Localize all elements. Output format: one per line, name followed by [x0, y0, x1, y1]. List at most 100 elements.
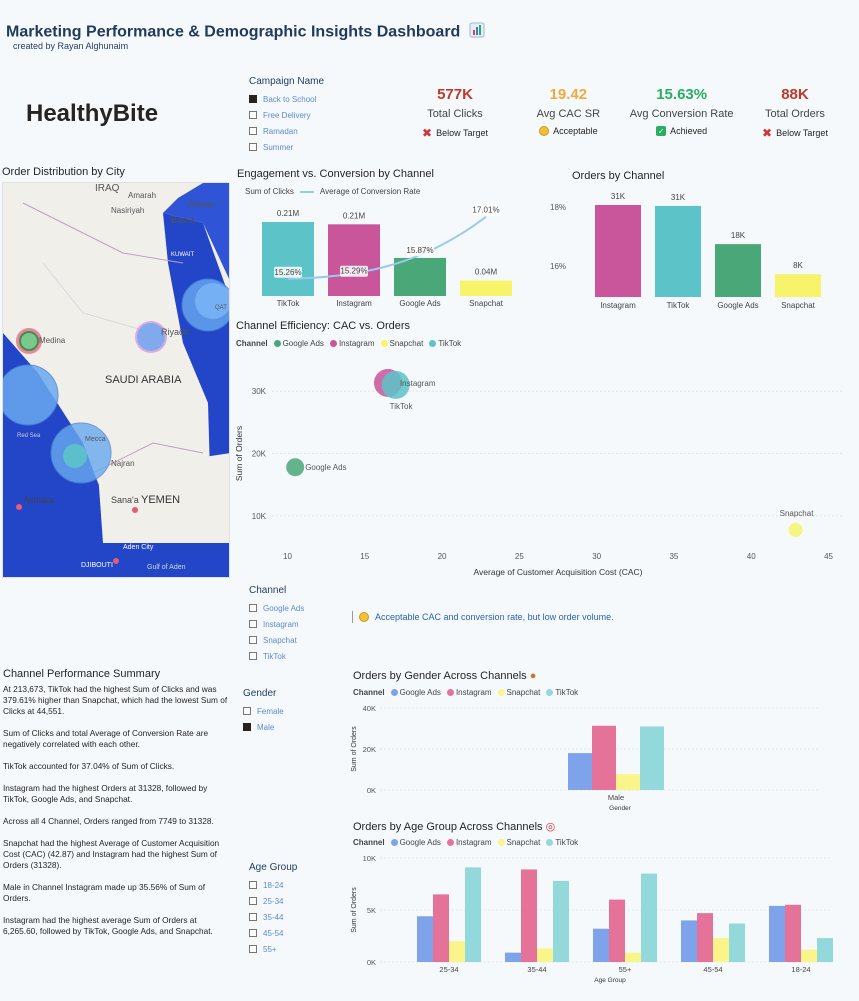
grouped-bar[interactable] — [697, 913, 713, 962]
map-label-nasiriyah: Nasiriyah — [111, 206, 144, 215]
engagement-bar[interactable] — [394, 257, 446, 296]
gender-option[interactable]: Female — [243, 703, 284, 719]
efficiency-scatter-chart[interactable]: 10K 20K 30K 10 15 20 25 30 35 40 45 Average of Cust… — [232, 352, 852, 580]
channel-option[interactable]: Snapchat — [249, 632, 304, 648]
grouped-bar[interactable] — [465, 867, 481, 962]
legend-item[interactable]: Snapchat — [497, 838, 540, 847]
gender-checkbox[interactable] — [243, 707, 251, 715]
grouped-bar[interactable] — [553, 880, 569, 962]
grouped-bar[interactable] — [681, 920, 697, 962]
channel-option-label: TikTok — [263, 651, 286, 661]
grouped-bar[interactable] — [417, 916, 433, 962]
campaign-checkbox[interactable] — [249, 127, 257, 135]
legend-item[interactable]: Snapchat — [380, 339, 423, 348]
legend-item[interactable]: Instagram — [329, 339, 375, 348]
grouped-bar[interactable] — [817, 938, 833, 962]
kpi-status-text: Below Target — [436, 128, 488, 138]
grouped-bar[interactable] — [609, 899, 625, 962]
age-option[interactable]: 55+ — [249, 941, 297, 957]
orders-bar[interactable] — [655, 205, 701, 297]
scatter-xtick: 25 — [515, 552, 524, 561]
channel-checkbox[interactable] — [249, 604, 257, 612]
grouped-bar[interactable] — [729, 923, 745, 962]
kpi-status-text: Below Target — [776, 128, 828, 138]
grouped-bar[interactable] — [713, 938, 729, 962]
campaign-option[interactable]: Summer — [249, 139, 324, 155]
orders-bar[interactable] — [775, 274, 821, 297]
scatter-point[interactable] — [788, 522, 803, 537]
age-checkbox[interactable] — [249, 945, 257, 953]
grouped-bar[interactable] — [592, 725, 616, 790]
gender-checkbox[interactable] — [243, 723, 251, 731]
orders-channel-chart[interactable]: 18% 16% 31K Instagram 31K TikTok 18K Google Ads… — [545, 185, 835, 312]
age-option[interactable]: 25-34 — [249, 893, 297, 909]
grouped-bar[interactable] — [616, 774, 640, 790]
legend-item[interactable]: Instagram — [446, 688, 492, 697]
orders-channel-title: Orders by Channel — [572, 170, 665, 182]
legend-item[interactable]: Google Ads — [390, 688, 441, 697]
grouped-bar[interactable] — [537, 948, 553, 962]
map-label-ahwaz: Ahwaz — [188, 199, 216, 209]
engagement-bar[interactable] — [460, 280, 512, 296]
legend-item[interactable]: Google Ads — [273, 339, 324, 348]
age-chart[interactable]: 10K 5K 0K Sum of Orders 25-34 35-44 55+ 45-54 18… — [350, 850, 840, 990]
orders-bar[interactable] — [715, 244, 761, 297]
legend-item[interactable]: TikTok — [546, 688, 578, 697]
grouped-bar[interactable] — [449, 941, 465, 962]
grouped-bar[interactable] — [801, 949, 817, 962]
age-checkbox[interactable] — [249, 913, 257, 921]
scatter-point[interactable] — [381, 370, 410, 399]
legend-item[interactable]: TikTok — [429, 339, 461, 348]
map-label-iraq: IRAQ — [95, 183, 120, 194]
grouped-bar[interactable] — [785, 904, 801, 962]
scatter-point[interactable] — [286, 458, 305, 477]
grouped-bar[interactable] — [505, 952, 521, 962]
city-map[interactable]: IRAQ Amarah Ahwaz Nasiriyah Basra KUWAIT… — [2, 182, 230, 578]
grouped-bar[interactable] — [769, 905, 785, 962]
grouped-bar[interactable] — [521, 869, 537, 962]
campaign-checkbox[interactable] — [249, 111, 257, 119]
gender-chart[interactable]: 40K 20K 0K Sum of Orders Male Gender — [350, 700, 830, 815]
age-checkbox[interactable] — [249, 929, 257, 937]
campaign-checkbox[interactable] — [249, 143, 257, 151]
age-option[interactable]: 35-44 — [249, 909, 297, 925]
grouped-bar[interactable] — [593, 928, 609, 962]
engagement-bar[interactable] — [262, 222, 314, 296]
grouped-bar[interactable] — [641, 873, 657, 962]
orders-category-label: TikTok — [667, 301, 691, 310]
insight-callout: Acceptable CAC and conversion rate, but … — [352, 611, 614, 623]
campaign-option[interactable]: Ramadan — [249, 123, 324, 139]
engagement-bar[interactable] — [328, 224, 380, 296]
grouped-bar[interactable] — [568, 753, 592, 790]
grouped-bar[interactable] — [640, 726, 664, 790]
age-option[interactable]: 45-54 — [249, 925, 297, 941]
channel-checkbox[interactable] — [249, 636, 257, 644]
campaign-option[interactable]: Back to School — [249, 91, 324, 107]
legend-item[interactable]: Instagram — [446, 838, 492, 847]
conversion-label-bg — [274, 266, 302, 278]
grouped-bar[interactable] — [433, 894, 449, 962]
grouped-bar[interactable] — [625, 952, 641, 962]
channel-checkbox[interactable] — [249, 620, 257, 628]
age-option-label: 18-24 — [263, 880, 284, 890]
legend-item[interactable]: Google Ads — [390, 838, 441, 847]
legend-item[interactable]: Snapchat — [497, 688, 540, 697]
channel-option[interactable]: Google Ads — [249, 600, 304, 616]
grouped-ytick: 0K — [367, 786, 376, 795]
age-checkbox[interactable] — [249, 897, 257, 905]
scatter-xtick: 40 — [747, 552, 756, 561]
orders-bar[interactable] — [595, 205, 641, 297]
campaign-checkbox[interactable] — [249, 95, 257, 103]
legend-item[interactable]: TikTok — [546, 838, 578, 847]
channel-checkbox[interactable] — [249, 652, 257, 660]
age-option[interactable]: 18-24 — [249, 877, 297, 893]
age-checkbox[interactable] — [249, 881, 257, 889]
campaign-option[interactable]: Free Delivery — [249, 107, 324, 123]
gender-option[interactable]: Male — [243, 719, 284, 735]
engagement-bar-label: 0.21M — [343, 211, 366, 220]
kpi-value: 577K — [437, 86, 473, 103]
channel-option[interactable]: TikTok — [249, 648, 304, 664]
channel-option[interactable]: Instagram — [249, 616, 304, 632]
summary-paragraph: Across all 4 Channel, Orders ranged from… — [3, 816, 214, 826]
